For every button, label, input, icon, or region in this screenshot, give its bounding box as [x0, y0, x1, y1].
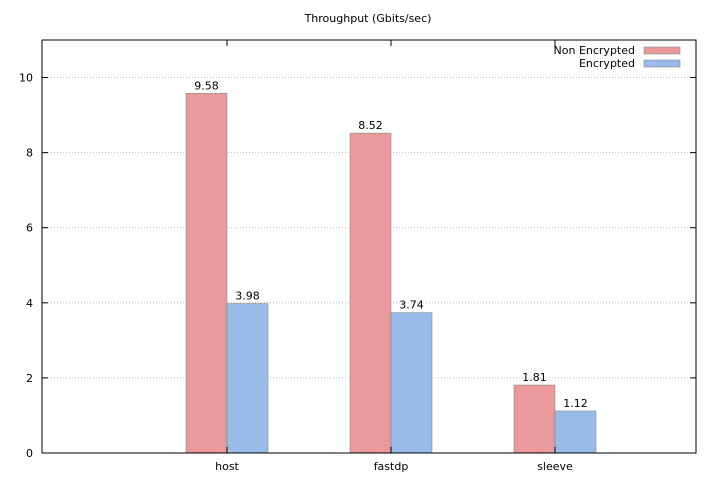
chart-title: Throughput (Gbits/sec)	[304, 12, 432, 25]
plot-frame	[41, 39, 697, 454]
bar-sleeve-non-encrypted	[513, 384, 556, 454]
bar-host-encrypted	[226, 303, 269, 454]
y-tick-label: 8	[26, 147, 33, 160]
bar-fastdp-non-encrypted	[349, 132, 392, 454]
x-tick-label: host	[215, 460, 239, 473]
legend-label: Encrypted	[579, 57, 635, 70]
x-tick-label: fastdp	[374, 460, 409, 473]
bar-sleeve-encrypted	[554, 410, 597, 454]
data-labels: 9.58 3.98 8.52 3.74 1.81 1.12	[194, 79, 588, 410]
data-label: 8.52	[358, 119, 383, 132]
x-tick-label: sleeve	[537, 460, 573, 473]
legend-swatch	[643, 46, 681, 55]
data-label: 1.12	[563, 397, 588, 410]
y-tick-label: 10	[19, 72, 33, 85]
data-label: 3.98	[235, 290, 260, 303]
data-label: 9.58	[194, 79, 219, 92]
data-label: 3.74	[399, 299, 424, 312]
y-tick-label: 4	[26, 297, 33, 310]
legend-swatch	[643, 59, 681, 68]
bar-fastdp-encrypted	[390, 312, 433, 454]
y-tick-label: 0	[26, 447, 33, 460]
bars	[185, 93, 597, 454]
y-tick-label: 2	[26, 372, 33, 385]
axes: 0 2 4 6 8 10 host fastdp sleeve	[19, 39, 697, 473]
legend-label: Non Encrypted	[554, 44, 635, 57]
bar-host-non-encrypted	[185, 93, 228, 454]
y-tick-label: 6	[26, 222, 33, 235]
data-label: 1.81	[522, 371, 547, 384]
